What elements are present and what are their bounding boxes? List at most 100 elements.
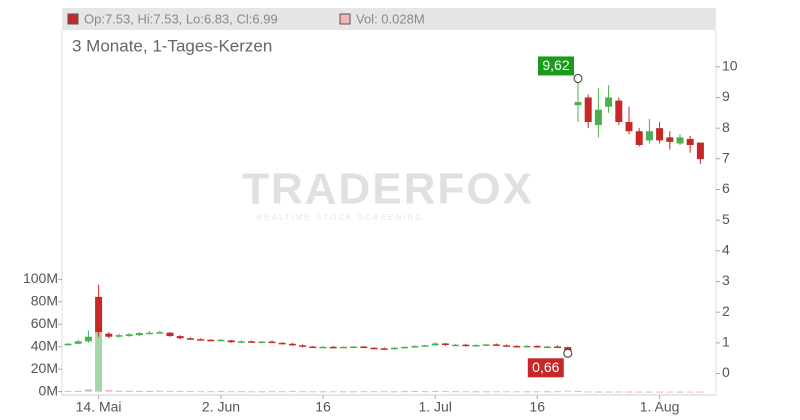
- volume-bar: [268, 391, 276, 393]
- candle-body: [472, 345, 480, 347]
- volume-bar: [278, 391, 286, 393]
- candle-body: [299, 345, 307, 347]
- candle-body: [156, 332, 164, 334]
- y-tick-label: 2: [722, 303, 730, 319]
- candle-body: [329, 346, 337, 349]
- candle-body: [523, 345, 531, 348]
- candle-body: [543, 346, 551, 349]
- volume-bar: [574, 390, 582, 392]
- volume-bar: [431, 390, 439, 392]
- volume-bar: [329, 391, 337, 393]
- volume-bar: [656, 391, 664, 393]
- volume-bar: [146, 390, 154, 392]
- candle-body: [227, 340, 235, 343]
- candle-body: [176, 336, 184, 339]
- candle-body: [615, 100, 623, 123]
- volume-bar: [625, 391, 633, 393]
- y2-tick-label: 60M: [31, 315, 58, 331]
- low-label-box: [527, 358, 564, 378]
- candle-body: [380, 348, 388, 350]
- y-tick-label: 6: [722, 180, 730, 196]
- volume-bar: [115, 390, 123, 392]
- volume-bar: [411, 391, 419, 393]
- volume-bar: [370, 391, 378, 393]
- volume-bar: [135, 390, 143, 392]
- y-tick-label: 8: [722, 119, 730, 135]
- volume-bar: [441, 391, 449, 393]
- candle-body: [64, 343, 72, 346]
- volume-bar: [615, 391, 623, 393]
- volume-bar: [350, 391, 358, 393]
- candle-body: [84, 336, 92, 342]
- candle-body: [625, 122, 633, 132]
- volume-bar: [288, 391, 296, 393]
- volume-bar: [605, 391, 613, 393]
- candle-body: [686, 138, 694, 146]
- volume-bar: [227, 391, 235, 393]
- candle-body: [533, 345, 541, 348]
- y-tick-label: 10: [722, 58, 738, 74]
- volume-bar: [676, 391, 684, 393]
- y-tick-label: 9: [722, 88, 730, 104]
- candle-body: [288, 343, 296, 346]
- volume-header: Vol: 0.028M: [356, 11, 425, 26]
- candle-body: [339, 346, 347, 349]
- candle-body: [503, 345, 511, 347]
- y2-tick-label: 100M: [23, 270, 58, 286]
- y2-tick-label: 20M: [31, 360, 58, 376]
- volume-bar: [513, 391, 521, 393]
- candle-body: [207, 339, 215, 342]
- volume-bar: [635, 391, 643, 393]
- volume-bar: [217, 391, 225, 393]
- volume-bar: [64, 391, 72, 393]
- candle-body: [605, 97, 613, 107]
- y-tick-label: 0: [722, 364, 730, 380]
- candle-body: [676, 137, 684, 144]
- y2-tick-label: 0M: [39, 382, 58, 398]
- y-tick-label: 7: [722, 150, 730, 166]
- volume-bar: [452, 391, 460, 393]
- volume-bar: [564, 390, 572, 392]
- candle-body: [656, 128, 664, 141]
- volume-bar: [237, 391, 245, 393]
- volume-bar: [258, 391, 266, 393]
- candle-body: [594, 109, 602, 126]
- volume-bar: [84, 389, 92, 392]
- watermark: TRADERFOX: [242, 165, 534, 214]
- volume-bar: [686, 391, 694, 393]
- volume-bar: [360, 391, 368, 393]
- volume-bar: [166, 390, 174, 392]
- candle-body: [554, 346, 562, 349]
- volume-bar: [543, 391, 551, 393]
- volume-bar: [197, 391, 205, 393]
- volume-bar: [401, 391, 409, 393]
- candle-body: [197, 339, 205, 341]
- volume-bar: [105, 389, 113, 392]
- candle-body: [186, 338, 194, 340]
- watermark-tagline: REALTIME STOCK SCREENING: [257, 213, 424, 222]
- volume-bar: [666, 391, 674, 393]
- volume-bar: [207, 391, 215, 393]
- y-tick-label: 1: [722, 334, 730, 350]
- candle-body: [268, 341, 276, 344]
- high-label: 9,62: [542, 57, 569, 73]
- volume-bar: [156, 390, 164, 392]
- volume-bar: [533, 391, 541, 393]
- candle-body: [513, 345, 521, 348]
- x-tick-label: 1. Jul: [418, 399, 451, 415]
- volume-bar: [503, 391, 511, 393]
- volume-bar: [584, 391, 592, 393]
- header-bar: [62, 8, 716, 30]
- volume-bar: [186, 391, 194, 393]
- x-tick-label: 16: [529, 399, 545, 415]
- candle-body: [390, 347, 398, 350]
- x-tick-label: 16: [315, 399, 331, 415]
- candle-body: [360, 346, 368, 349]
- candle-body: [217, 339, 225, 342]
- candle-body: [146, 332, 154, 335]
- volume-bar: [696, 391, 704, 393]
- candle-body: [309, 346, 317, 349]
- candle-body: [431, 343, 439, 346]
- volume-bar: [319, 391, 327, 393]
